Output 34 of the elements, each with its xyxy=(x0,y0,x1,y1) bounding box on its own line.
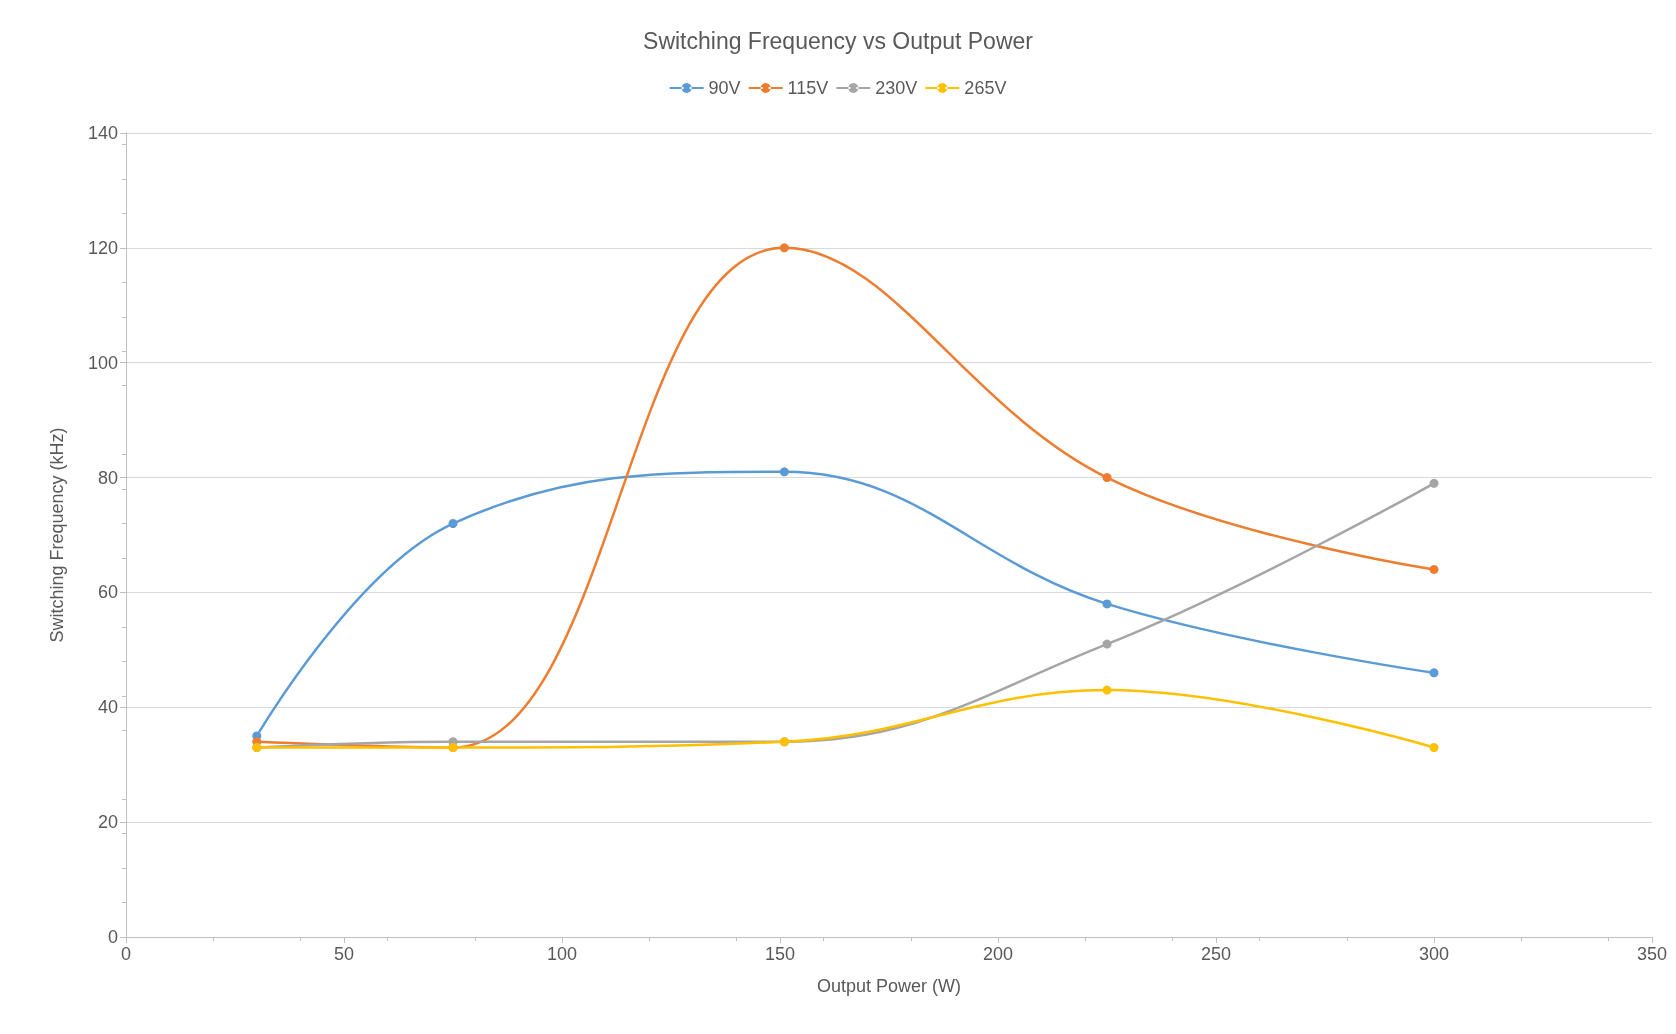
y-tick-label: 20 xyxy=(97,812,118,833)
y-tick-label: 120 xyxy=(87,237,118,258)
point xyxy=(1429,742,1439,752)
x-tick-label: 100 xyxy=(546,944,578,964)
x-tick-label: 200 xyxy=(982,944,1014,964)
y-tick-label: 100 xyxy=(87,352,118,373)
x-tick-label: 150 xyxy=(764,944,796,964)
x-tick-label: 0 xyxy=(120,944,132,964)
legend-label: 230V xyxy=(875,78,918,98)
point xyxy=(448,519,458,529)
chart-title: Switching Frequency vs Output Power xyxy=(643,27,1034,54)
y-axis-title: Switching Frequency (kHz) xyxy=(47,427,67,643)
x-tick-label: 300 xyxy=(1418,944,1450,964)
x-tick-label: 250 xyxy=(1200,944,1232,964)
y-tick-label: 60 xyxy=(97,582,118,603)
point xyxy=(1102,473,1112,483)
y-tick-label: 140 xyxy=(87,123,118,143)
point xyxy=(779,243,789,253)
point xyxy=(1429,478,1439,488)
y-tick-label: 0 xyxy=(107,927,118,947)
point xyxy=(1102,639,1112,649)
x-axis-title: Output Power (W) xyxy=(816,976,962,996)
x-tick-label: 350 xyxy=(1636,944,1668,964)
point xyxy=(1429,564,1439,574)
legend-label: 90V xyxy=(708,78,741,98)
point xyxy=(1429,668,1439,678)
y-tick-label: 80 xyxy=(97,467,118,488)
point xyxy=(779,467,789,477)
x-tick-label: 50 xyxy=(333,944,355,964)
point xyxy=(1102,685,1112,695)
point xyxy=(1102,599,1112,609)
y-tick-label: 40 xyxy=(97,697,118,718)
legend-label: 265V xyxy=(964,78,1007,98)
legend-label: 115V xyxy=(787,78,829,98)
